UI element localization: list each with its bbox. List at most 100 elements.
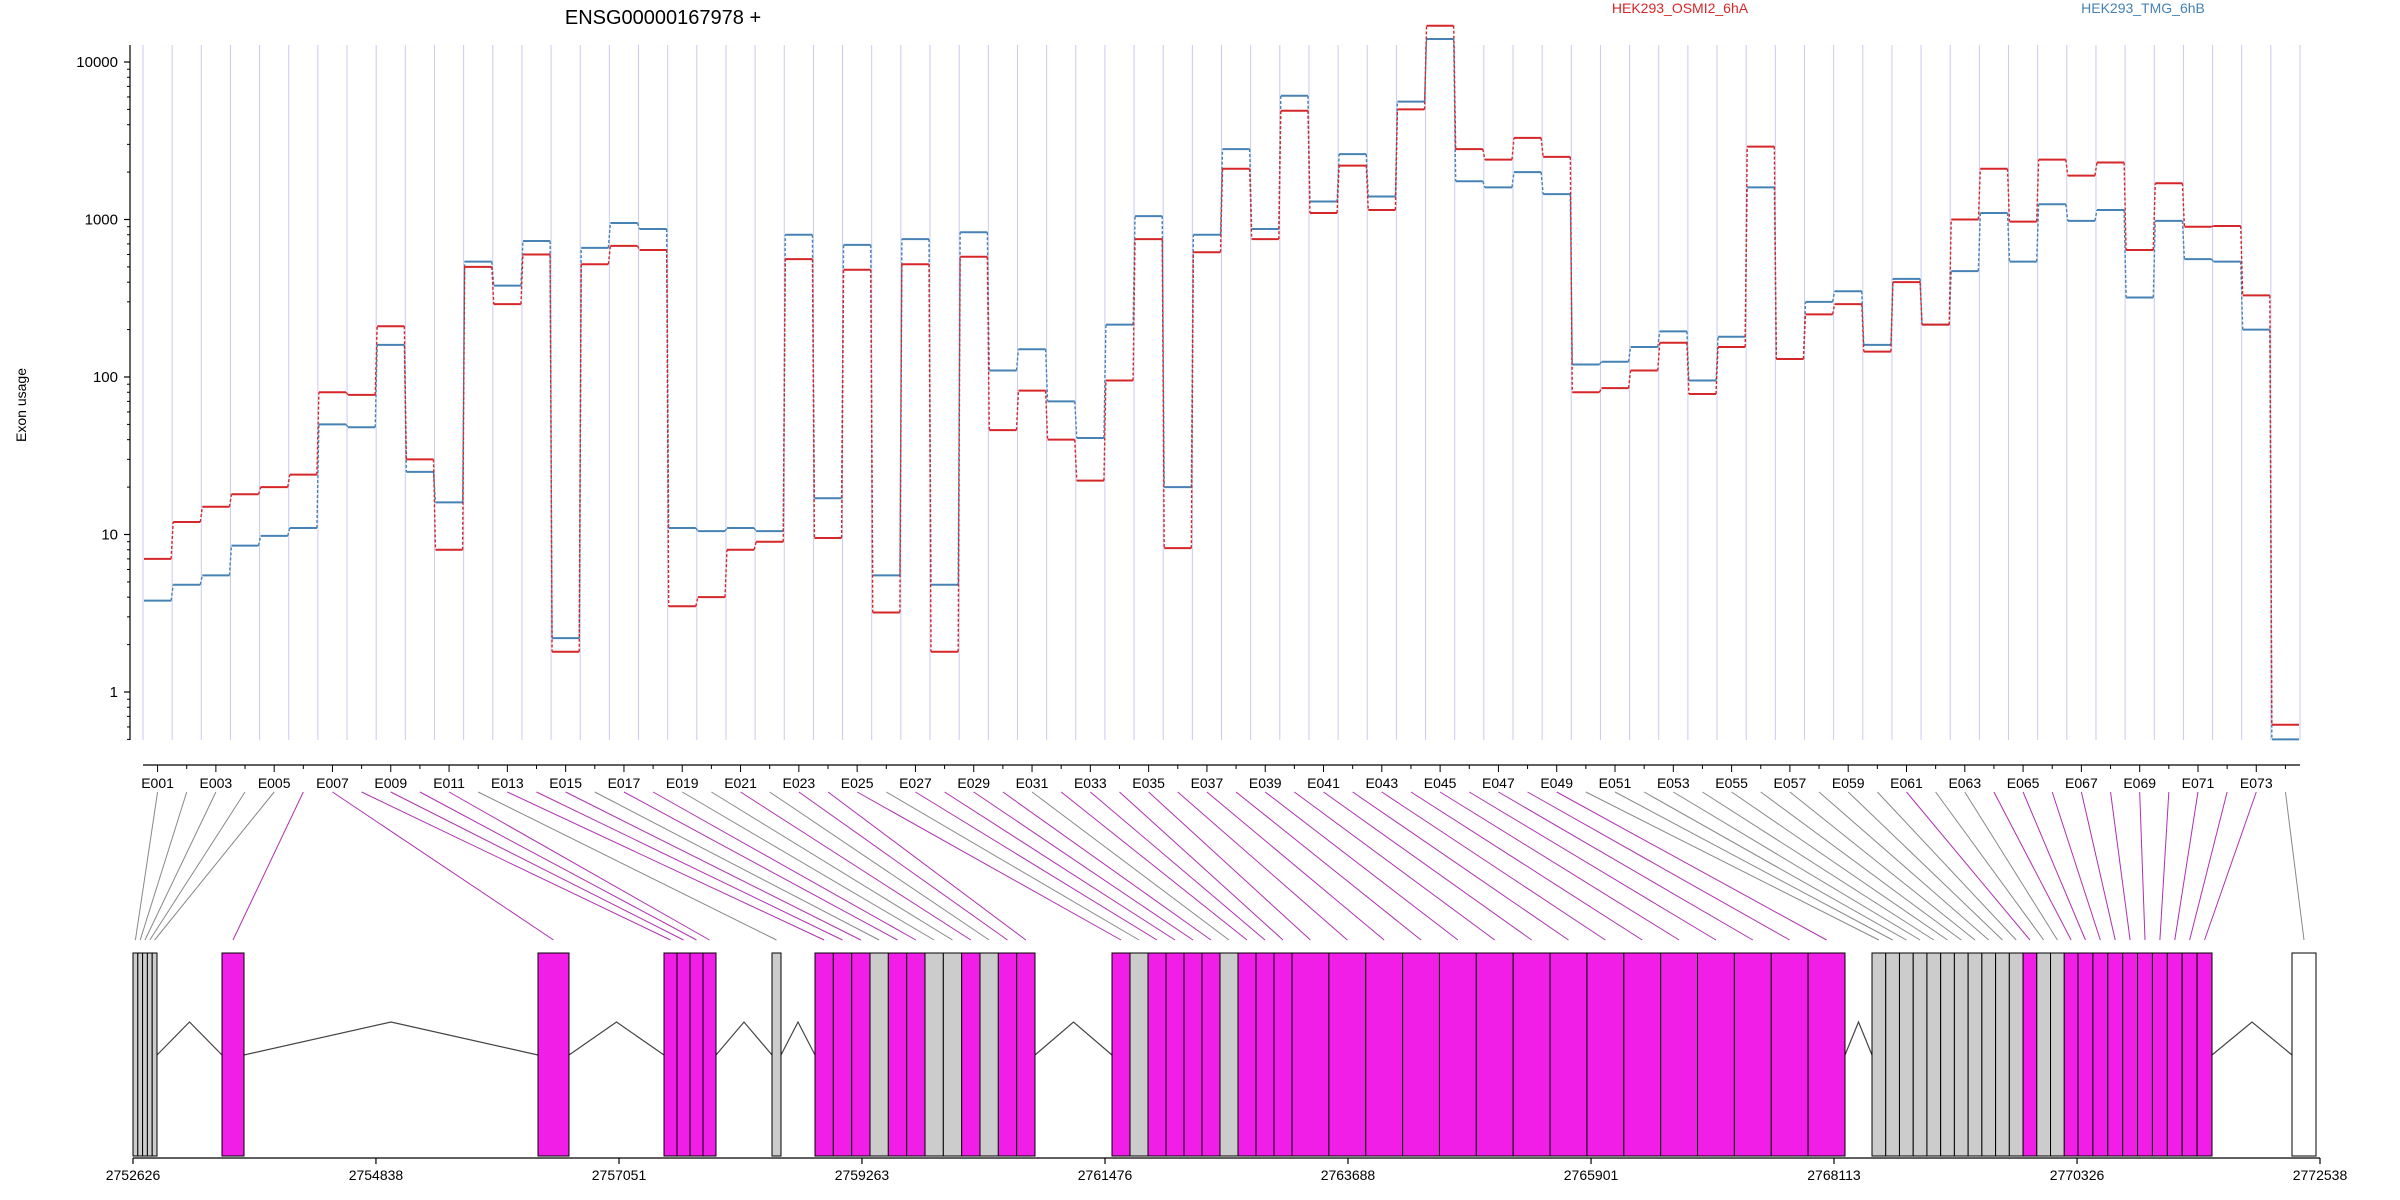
- series-connector: [2094, 209, 2098, 222]
- exon-box: [1016, 952, 1036, 1157]
- series-connector: [1307, 110, 1311, 213]
- exon-label: E037: [1191, 775, 1224, 791]
- series-connector: [1919, 282, 1923, 325]
- series-connector: [1044, 349, 1049, 402]
- exon-box: [1165, 952, 1185, 1157]
- exon-label: E043: [1365, 775, 1398, 791]
- series-connector: [316, 392, 320, 475]
- series-connector: [403, 326, 408, 460]
- series-connector: [1773, 146, 1778, 360]
- exon-connector: [1090, 791, 1266, 941]
- series-connector: [1598, 361, 1603, 365]
- exon-box: [1912, 952, 1928, 1157]
- exon-connector: [681, 791, 935, 941]
- exon-box: [1512, 952, 1551, 1157]
- series-connector: [1540, 172, 1544, 195]
- exon-connector: [827, 791, 1027, 941]
- genomic-tick-label: 2763688: [1321, 1167, 1376, 1183]
- exon-connector: [1060, 791, 1248, 941]
- y-tick-label: 10000: [76, 54, 118, 71]
- series-connector: [1015, 390, 1020, 431]
- exon-box: [942, 952, 963, 1157]
- exon-label: E055: [1715, 775, 1748, 791]
- exon-axis: E001 E003 E005 E007 E009 E011 E013 E015 E017 E019…: [141, 764, 2300, 791]
- exon-box: [906, 952, 926, 1157]
- intron-line: [2211, 1021, 2293, 1056]
- exon-connector: [1527, 791, 1790, 941]
- exon-box: [1475, 952, 1514, 1157]
- exon-label: E071: [2182, 775, 2215, 791]
- series-connector: [1861, 304, 1865, 352]
- series-connector: [782, 259, 786, 542]
- exon-connector: [2204, 791, 2257, 941]
- exon-label: E027: [899, 775, 932, 791]
- series-connector: [1686, 331, 1690, 381]
- exon-label: E021: [724, 775, 757, 791]
- genomic-tick-label: 2752626: [106, 1167, 161, 1183]
- exon-label: E011: [433, 775, 465, 791]
- exon-connector: [144, 791, 217, 941]
- exon-connector: [769, 791, 990, 941]
- exon-connector: [1323, 791, 1532, 941]
- exon-connector: [1410, 791, 1643, 941]
- exon-box: [142, 952, 148, 1157]
- exon-connector: [1906, 791, 2031, 941]
- series-connector: [1569, 156, 1573, 393]
- series-connector: [491, 266, 495, 305]
- exon-connector: [1702, 791, 1935, 941]
- series-connector: [811, 259, 816, 539]
- exon-connector: [711, 791, 953, 941]
- exon-box: [2166, 952, 2183, 1157]
- exon-connector: [507, 791, 825, 941]
- exon-label: E065: [2007, 775, 2040, 791]
- exon-box: [2077, 952, 2094, 1157]
- series-connector: [549, 254, 553, 652]
- exon-label: E013: [491, 775, 524, 791]
- series-connector: [986, 256, 991, 431]
- exon-box: [151, 952, 158, 1157]
- series-connector: [2094, 162, 2098, 176]
- legend-entry-tmg: HEK293_TMG_6hB: [2081, 0, 2205, 16]
- exon-connector: [390, 791, 684, 941]
- series-connector: [2035, 204, 2040, 262]
- y-axis-label: Exon usage: [13, 368, 29, 442]
- exon-box: [1995, 952, 2010, 1157]
- exon-connector: [2159, 791, 2170, 941]
- series-connector: [1482, 148, 1486, 160]
- exon-box: [689, 952, 704, 1157]
- series-connector: [1161, 239, 1165, 549]
- series-connector: [374, 344, 378, 428]
- gene-model: [132, 952, 2317, 1157]
- exon-connector: [798, 791, 1008, 941]
- exon-box: [1953, 952, 1969, 1157]
- exon-connector: [232, 791, 304, 941]
- exon-label: E031: [1016, 775, 1049, 791]
- exon-label: E049: [1540, 775, 1573, 791]
- series-connector: [1336, 154, 1340, 202]
- genomic-tick-label: 2761476: [1078, 1167, 1133, 1183]
- exon-box: [1273, 952, 1293, 1157]
- exon-connector: [419, 791, 697, 941]
- exon-connector: [1469, 791, 1717, 941]
- exon-connector: [740, 791, 972, 941]
- exon-connector: [944, 791, 1176, 941]
- series-connector: [2240, 225, 2244, 296]
- exon-label: E017: [608, 775, 641, 791]
- exon-box: [1733, 952, 1772, 1157]
- exon-label: E033: [1074, 775, 1107, 791]
- exon-box: [1807, 952, 1846, 1157]
- series-connector: [345, 424, 349, 428]
- exon-box: [2092, 952, 2109, 1157]
- series-connector: [1103, 380, 1107, 481]
- exon-connector: [652, 791, 917, 941]
- exon-connector: [1876, 791, 2017, 941]
- exon-box: [771, 952, 782, 1157]
- series-connector: [1015, 349, 1020, 371]
- exon-label: E059: [1832, 775, 1865, 791]
- exon-connector: [1264, 791, 1459, 941]
- series-connector: [403, 344, 408, 472]
- series-connector: [578, 264, 582, 652]
- exon-box: [702, 952, 717, 1157]
- series-connector: [1132, 239, 1136, 381]
- legend-entry-osmi2: HEK293_OSMI2_6hA: [1612, 0, 1749, 16]
